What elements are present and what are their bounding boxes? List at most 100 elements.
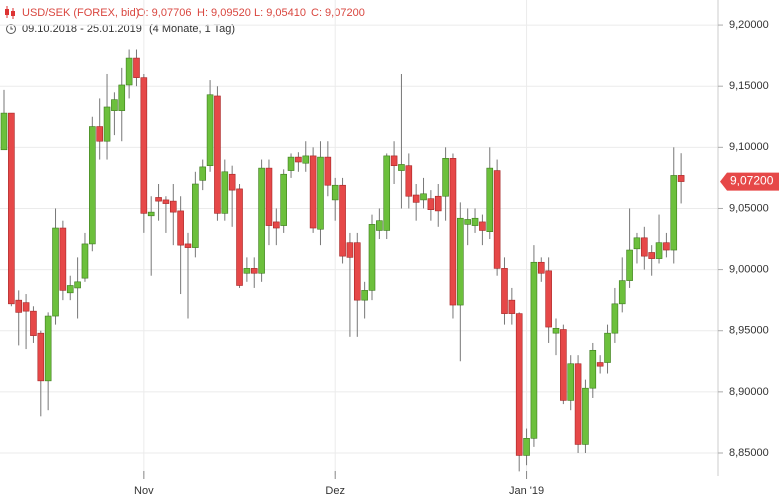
candle-body (111, 99, 118, 111)
candle-body (265, 167, 273, 226)
candle-body (66, 285, 74, 294)
candle-body (545, 270, 552, 328)
chart-title: USD/SEK (FOREX, bid) (22, 7, 139, 19)
ohlc-high: H: 9,09520 (197, 7, 251, 19)
candle-body (361, 290, 368, 301)
candle-body (486, 167, 494, 232)
candle-body (493, 170, 501, 269)
x-tick-label: Nov (134, 485, 154, 497)
candle-body (214, 95, 221, 214)
candle-body (626, 249, 633, 281)
candle-body (177, 210, 184, 246)
y-tick-label: 8,90000 (729, 386, 769, 398)
candle-body (140, 77, 148, 214)
candle-body (324, 156, 332, 186)
candle-body (515, 313, 523, 456)
candle-body (641, 237, 648, 257)
candle-body (243, 268, 251, 274)
candle-body (427, 198, 435, 210)
candle-body (655, 242, 663, 259)
candle-body (464, 219, 471, 225)
clock-icon (6, 24, 16, 34)
candle-body (582, 387, 589, 445)
candle-body (412, 194, 420, 203)
candle-body (596, 362, 604, 367)
candle-body (552, 327, 560, 334)
price-tag-label: 9,07200 (730, 174, 774, 188)
candle-body (537, 261, 545, 274)
y-tick-label: 9,05000 (729, 202, 769, 214)
candle-body (228, 173, 236, 191)
ohlc-low: L: 9,05410 (254, 7, 306, 19)
y-tick-label: 9,15000 (729, 80, 769, 92)
candle-body (0, 112, 8, 151)
candle-body (383, 155, 391, 231)
candle-body (368, 224, 376, 291)
candle-body (589, 349, 597, 389)
price-tag (720, 172, 779, 191)
candle-body (618, 280, 626, 305)
candle-body (309, 155, 317, 229)
y-tick-label: 8,95000 (729, 325, 769, 337)
y-tick-label: 9,10000 (729, 141, 769, 153)
candle-body (221, 171, 229, 214)
candle-body (89, 126, 96, 245)
candle-body (8, 112, 15, 305)
candle-body (295, 156, 302, 163)
candle-body (648, 252, 655, 259)
candle-body (604, 332, 611, 363)
candle-body (434, 195, 442, 212)
candle-body (162, 199, 170, 204)
candle-body (663, 242, 670, 251)
candle-body (155, 197, 162, 202)
candle-body (103, 106, 111, 142)
candle-body (15, 299, 23, 313)
candle-body (339, 184, 346, 257)
candle-body (273, 221, 280, 229)
candle-body (125, 57, 133, 86)
candle-body (479, 221, 486, 231)
candle-body (574, 363, 582, 445)
candle-body (96, 126, 103, 142)
candle-body (192, 183, 199, 248)
candle-body (206, 94, 214, 166)
candle-body (184, 243, 192, 248)
candle-body (302, 155, 310, 164)
candles (0, 49, 685, 472)
candle-body (353, 242, 361, 301)
period-note: (4 Monate, 1 Tag) (149, 23, 235, 35)
candle-body (523, 438, 530, 456)
candle-body (390, 155, 398, 166)
y-tick-label: 8,85000 (729, 447, 769, 459)
candle-body (567, 363, 575, 401)
candle-body (398, 164, 405, 171)
candle-body (501, 268, 508, 314)
candle-body (670, 175, 678, 251)
candle-body (118, 84, 126, 111)
candle-body (250, 268, 258, 274)
candle-body (331, 184, 339, 201)
candle-body (611, 303, 619, 334)
clock-hands (10, 26, 13, 30)
y-tick-label: 9,00000 (729, 264, 769, 276)
candle-body (346, 242, 354, 258)
candle-body (677, 175, 685, 182)
ohlc-open: O: 9,07706 (137, 7, 191, 19)
candle-body (530, 261, 538, 439)
candle-body (376, 220, 383, 231)
header-icon (5, 6, 15, 19)
candle-body (317, 156, 324, 230)
candle-body (405, 165, 413, 197)
candle-body (457, 217, 464, 306)
x-tick-label: Dez (325, 485, 345, 497)
ohlc-close: C: 9,07200 (311, 7, 365, 19)
candle-body (44, 315, 52, 382)
candle-body (442, 158, 449, 197)
candle-body (236, 188, 243, 286)
candle-body (508, 299, 516, 314)
candle-body (22, 302, 30, 312)
candle-body (633, 237, 641, 250)
candle-body (258, 167, 265, 274)
